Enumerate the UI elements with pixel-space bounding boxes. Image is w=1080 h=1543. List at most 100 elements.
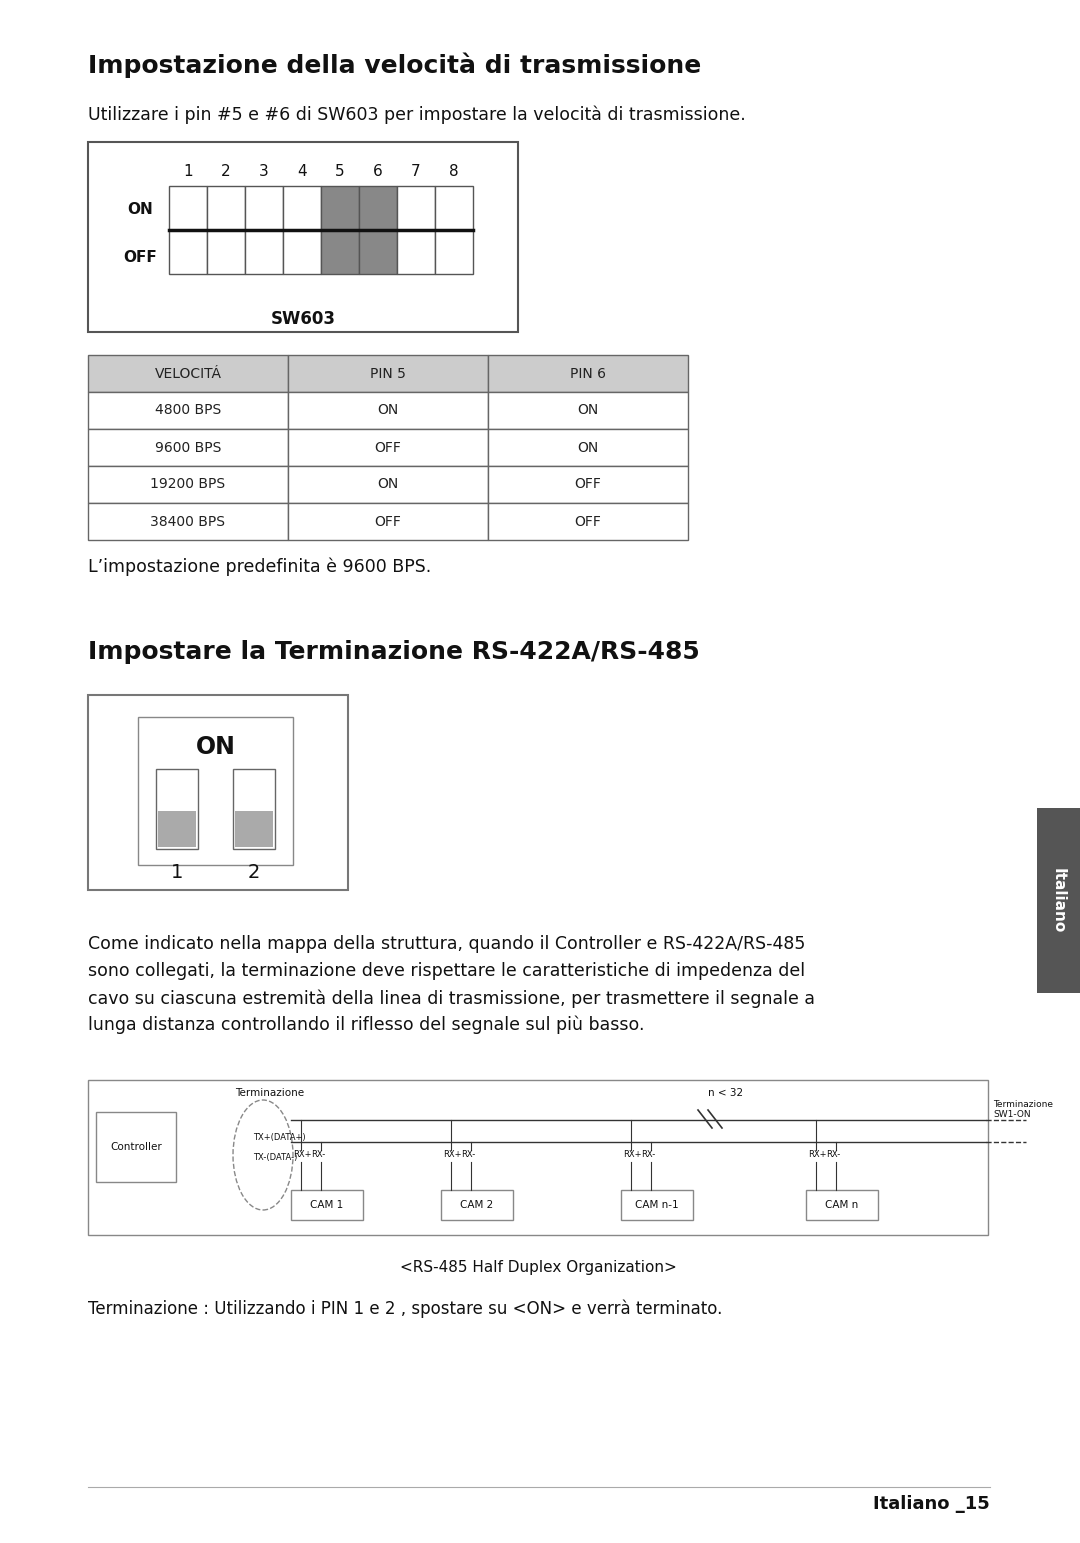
Text: RX+: RX+: [443, 1150, 461, 1159]
Text: 7: 7: [411, 164, 421, 179]
Text: TX+(DATA+): TX+(DATA+): [253, 1133, 306, 1142]
Bar: [441, 1190, 513, 1221]
Text: 4800 BPS: 4800 BPS: [154, 404, 221, 418]
Text: PIN 5: PIN 5: [370, 367, 406, 381]
Text: 8: 8: [449, 164, 459, 179]
Bar: [488, 355, 688, 392]
Text: OFF: OFF: [123, 250, 157, 264]
Text: L’impostazione predefinita è 9600 BPS.: L’impostazione predefinita è 9600 BPS.: [87, 559, 431, 577]
Text: sono collegati, la terminazione deve rispettare le caratteristiche di impedenza : sono collegati, la terminazione deve ris…: [87, 961, 805, 980]
Bar: [156, 768, 198, 849]
Bar: [168, 230, 207, 275]
Bar: [87, 466, 288, 503]
Bar: [488, 466, 688, 503]
Text: CAM 2: CAM 2: [460, 1200, 494, 1210]
Bar: [288, 466, 488, 503]
Text: VELOCITÁ: VELOCITÁ: [154, 367, 221, 381]
Text: ON: ON: [127, 202, 153, 218]
Text: ON: ON: [195, 734, 235, 759]
Bar: [288, 429, 488, 466]
Bar: [288, 355, 488, 392]
Bar: [291, 1190, 363, 1221]
Bar: [158, 812, 195, 847]
Text: lunga distanza controllando il riflesso del segnale sul più basso.: lunga distanza controllando il riflesso …: [87, 1015, 645, 1034]
Text: Terminazione
SW1-ON: Terminazione SW1-ON: [993, 1100, 1053, 1119]
Bar: [435, 187, 473, 230]
Text: TX-(DATA-): TX-(DATA-): [253, 1153, 297, 1162]
Text: cavo su ciascuna estremità della linea di trasmissione, per trasmettere il segna: cavo su ciascuna estremità della linea d…: [87, 989, 815, 1008]
Text: RX-: RX-: [311, 1150, 325, 1159]
Text: Come indicato nella mappa della struttura, quando il Controller e RS-422A/RS-485: Come indicato nella mappa della struttur…: [87, 935, 806, 954]
Text: Utilizzare i pin #5 e #6 di SW603 per impostare la velocità di trasmissione.: Utilizzare i pin #5 e #6 di SW603 per im…: [87, 105, 746, 123]
Bar: [87, 1080, 988, 1234]
Bar: [288, 503, 488, 540]
Text: ON: ON: [377, 404, 399, 418]
Bar: [96, 1113, 176, 1182]
Text: n < 32: n < 32: [708, 1088, 743, 1099]
Bar: [245, 230, 283, 275]
Text: RX+: RX+: [808, 1150, 826, 1159]
Bar: [207, 187, 245, 230]
Bar: [806, 1190, 878, 1221]
Bar: [488, 392, 688, 429]
Text: ON: ON: [578, 440, 598, 455]
Bar: [488, 503, 688, 540]
Bar: [397, 230, 435, 275]
Text: Impostazione della velocità di trasmissione: Impostazione della velocità di trasmissi…: [87, 52, 701, 77]
Text: 9600 BPS: 9600 BPS: [154, 440, 221, 455]
Text: RX-: RX-: [642, 1150, 656, 1159]
Text: 2: 2: [247, 863, 260, 883]
Bar: [283, 187, 321, 230]
Bar: [87, 694, 348, 890]
Bar: [1037, 809, 1080, 994]
Text: Controller: Controller: [110, 1142, 162, 1153]
Text: 1: 1: [171, 863, 184, 883]
Text: 38400 BPS: 38400 BPS: [150, 514, 226, 529]
Bar: [87, 392, 288, 429]
Text: RX+: RX+: [623, 1150, 642, 1159]
Bar: [168, 187, 207, 230]
Text: 6: 6: [373, 164, 383, 179]
Bar: [288, 392, 488, 429]
Bar: [235, 812, 273, 847]
Bar: [359, 187, 397, 230]
Text: RX+: RX+: [293, 1150, 311, 1159]
Text: Italiano: Italiano: [1051, 867, 1066, 934]
Bar: [233, 768, 275, 849]
Bar: [621, 1190, 693, 1221]
Text: 3: 3: [259, 164, 269, 179]
Bar: [87, 429, 288, 466]
Bar: [283, 230, 321, 275]
Text: ON: ON: [578, 404, 598, 418]
Bar: [138, 717, 293, 866]
Bar: [321, 230, 359, 275]
Text: PIN 6: PIN 6: [570, 367, 606, 381]
Text: Impostare la Terminazione RS-422A/RS-485: Impostare la Terminazione RS-422A/RS-485: [87, 640, 700, 663]
Bar: [435, 230, 473, 275]
Text: 4: 4: [297, 164, 307, 179]
Text: RX-: RX-: [461, 1150, 475, 1159]
Text: OFF: OFF: [575, 514, 602, 529]
Text: CAM 1: CAM 1: [310, 1200, 343, 1210]
Bar: [87, 355, 288, 392]
Text: ON: ON: [377, 477, 399, 492]
Text: CAM n-1: CAM n-1: [635, 1200, 679, 1210]
Text: 5: 5: [335, 164, 345, 179]
Bar: [359, 230, 397, 275]
Text: SW603: SW603: [270, 310, 336, 329]
Text: Terminazione: Terminazione: [235, 1088, 305, 1099]
Bar: [321, 187, 359, 230]
Bar: [245, 187, 283, 230]
Bar: [488, 429, 688, 466]
Text: RX-: RX-: [826, 1150, 840, 1159]
Text: 19200 BPS: 19200 BPS: [150, 477, 226, 492]
Text: CAM n: CAM n: [825, 1200, 859, 1210]
Text: 2: 2: [221, 164, 231, 179]
Bar: [397, 187, 435, 230]
Text: OFF: OFF: [375, 514, 402, 529]
Text: OFF: OFF: [575, 477, 602, 492]
Text: 1: 1: [184, 164, 193, 179]
Text: <RS-485 Half Duplex Organization>: <RS-485 Half Duplex Organization>: [400, 1261, 676, 1275]
Bar: [207, 230, 245, 275]
Bar: [87, 503, 288, 540]
